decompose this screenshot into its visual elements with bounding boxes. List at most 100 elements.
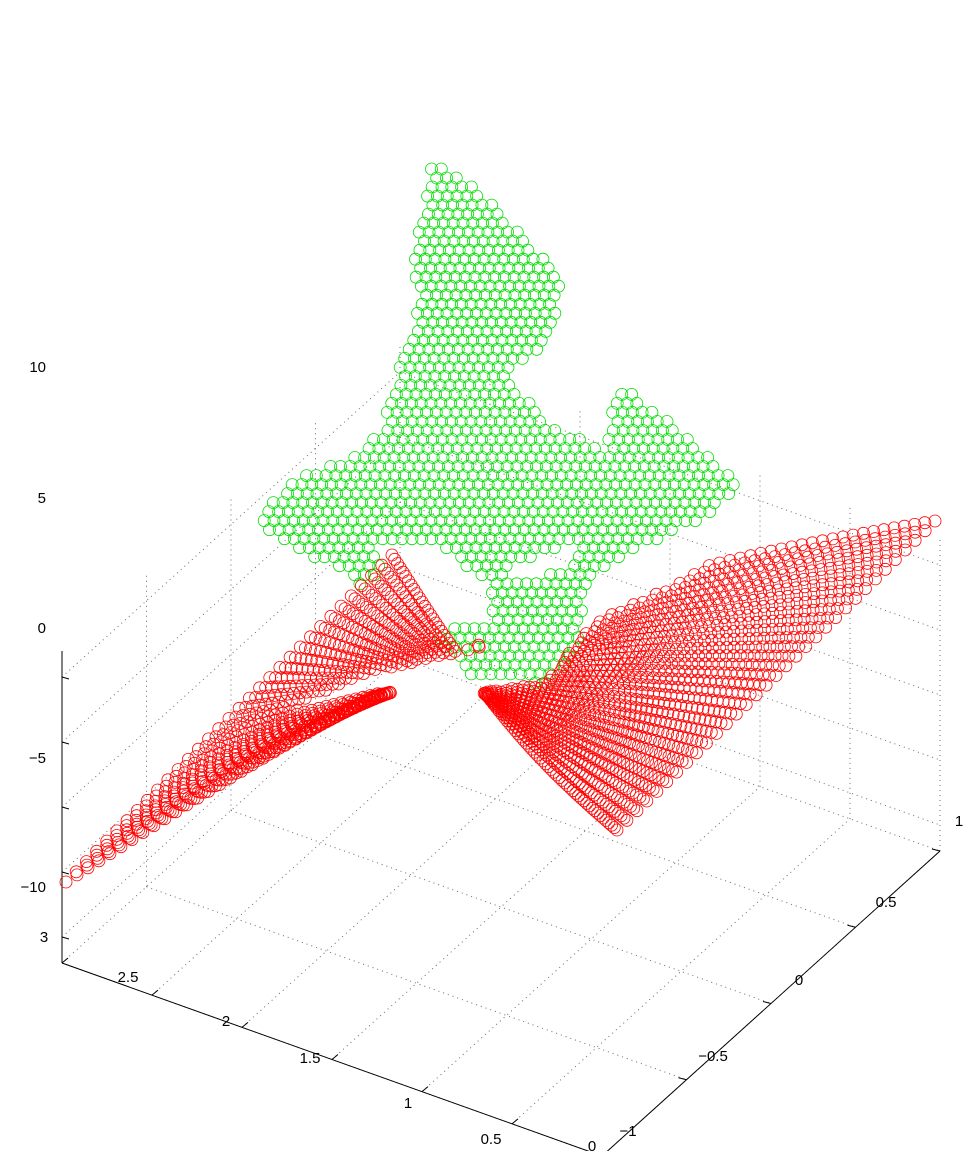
green-point bbox=[551, 496, 564, 510]
green-point bbox=[464, 667, 478, 681]
red-point bbox=[650, 704, 664, 718]
green-point bbox=[410, 523, 423, 537]
red-point bbox=[833, 560, 846, 574]
green-point bbox=[507, 252, 520, 266]
left-wall-grid-z bbox=[61, 631, 401, 938]
green-point bbox=[548, 306, 562, 320]
red-point bbox=[651, 657, 665, 670]
red-point bbox=[775, 649, 789, 663]
green-point bbox=[616, 405, 629, 419]
red-point bbox=[898, 519, 911, 533]
red-point bbox=[749, 608, 763, 621]
red-point bbox=[759, 658, 773, 672]
green-point bbox=[643, 469, 656, 483]
red-point bbox=[868, 532, 882, 546]
red-point bbox=[394, 601, 408, 615]
red-point bbox=[399, 590, 413, 604]
red-point bbox=[249, 706, 263, 720]
green-point bbox=[648, 478, 662, 492]
red-point bbox=[487, 697, 500, 711]
red-point bbox=[151, 783, 165, 797]
red-point bbox=[753, 678, 767, 692]
red-point bbox=[712, 633, 726, 647]
green-point bbox=[528, 424, 542, 437]
red-point bbox=[908, 525, 922, 539]
red-point bbox=[365, 569, 379, 582]
red-point bbox=[236, 709, 250, 723]
green-point bbox=[480, 324, 494, 338]
red-point bbox=[705, 657, 719, 671]
red-point bbox=[341, 694, 355, 708]
green-point bbox=[517, 523, 531, 537]
floor-grid-y bbox=[315, 733, 856, 928]
green-point bbox=[522, 396, 536, 410]
green-point bbox=[534, 333, 548, 347]
green-point bbox=[669, 514, 683, 527]
z-tick-label: 0 bbox=[38, 620, 46, 637]
red-point bbox=[599, 814, 613, 827]
green-point bbox=[432, 460, 445, 473]
green-point bbox=[306, 496, 319, 510]
green-point bbox=[632, 451, 646, 464]
red-point bbox=[305, 703, 319, 717]
green-point bbox=[535, 586, 548, 600]
red-point bbox=[685, 701, 699, 714]
red-point bbox=[344, 651, 358, 665]
green-point bbox=[653, 487, 667, 501]
green-point bbox=[533, 433, 547, 446]
green-point bbox=[516, 234, 529, 248]
green-point bbox=[430, 424, 444, 437]
green-point bbox=[644, 505, 658, 519]
green-point bbox=[593, 451, 607, 464]
red-point bbox=[820, 547, 834, 561]
green-point bbox=[496, 469, 509, 483]
red-point bbox=[272, 695, 286, 709]
green-point bbox=[543, 297, 556, 311]
red-point bbox=[742, 632, 756, 646]
red-point bbox=[558, 776, 572, 790]
red-point bbox=[813, 612, 827, 625]
red-point bbox=[481, 690, 495, 704]
green-point bbox=[430, 171, 444, 185]
red-point bbox=[588, 804, 602, 818]
y-tick-label: −0.5 bbox=[698, 1048, 728, 1065]
red-point bbox=[799, 640, 813, 653]
green-point bbox=[490, 442, 503, 455]
red-point bbox=[329, 665, 343, 678]
green-point bbox=[545, 469, 558, 483]
green-point bbox=[408, 351, 421, 365]
red-point bbox=[764, 591, 778, 605]
red-point bbox=[828, 539, 842, 552]
red-point bbox=[80, 858, 94, 872]
red-point bbox=[798, 544, 812, 558]
red-point bbox=[191, 742, 205, 756]
green-point bbox=[300, 469, 313, 483]
green-point bbox=[596, 523, 610, 537]
green-point bbox=[442, 342, 455, 356]
green-series bbox=[257, 162, 740, 690]
red-point bbox=[365, 589, 379, 602]
green-point bbox=[520, 577, 533, 591]
green-point bbox=[539, 460, 553, 473]
red-point bbox=[110, 824, 124, 838]
red-point bbox=[679, 720, 693, 734]
red-point bbox=[329, 648, 343, 662]
green-point bbox=[660, 415, 674, 428]
red-point bbox=[749, 688, 763, 702]
green-point bbox=[504, 550, 518, 564]
red-point bbox=[609, 670, 622, 683]
green-point bbox=[463, 514, 477, 527]
green-point bbox=[518, 541, 532, 555]
red-point bbox=[745, 587, 759, 600]
red-point bbox=[374, 612, 388, 626]
green-point bbox=[398, 469, 411, 483]
red-point bbox=[207, 737, 221, 751]
red-point bbox=[704, 725, 718, 739]
red-point bbox=[690, 607, 703, 621]
red-point bbox=[144, 818, 158, 832]
green-point bbox=[512, 631, 526, 645]
red-point bbox=[572, 789, 585, 803]
red-point bbox=[313, 633, 327, 647]
red-point bbox=[229, 749, 243, 762]
red-point bbox=[295, 662, 309, 676]
